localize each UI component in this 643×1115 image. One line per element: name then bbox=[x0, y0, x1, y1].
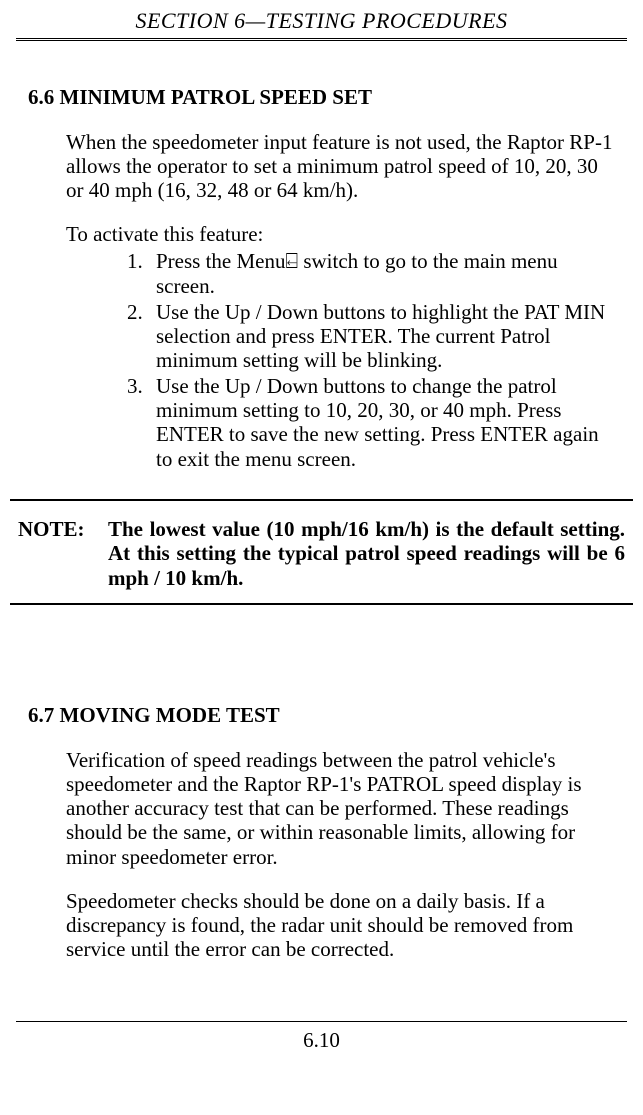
section-6-6-list-intro: To activate this feature: bbox=[66, 222, 615, 247]
step-item: Use the Up / Down buttons to change the … bbox=[148, 374, 615, 471]
note-block: NOTE: The lowest value (10 mph/16 km/h) … bbox=[10, 499, 633, 605]
section-6-7-para-1: Verification of speed readings between t… bbox=[66, 748, 615, 869]
section-6-6-para-1: When the speedometer input feature is no… bbox=[66, 130, 615, 202]
section-6-6-heading: 6.6 MINIMUM PATROL SPEED SET bbox=[28, 85, 615, 110]
page-footer: 6.10 bbox=[16, 1021, 627, 1065]
section-6-7-heading: 6.7 MOVING MODE TEST bbox=[28, 703, 615, 728]
page-content-2: 6.7 MOVING MODE TEST Verification of spe… bbox=[0, 605, 643, 961]
step-item: Use the Up / Down buttons to highlight t… bbox=[148, 300, 615, 372]
step-item: Press the Menu⍇ switch to go to the main… bbox=[148, 249, 615, 297]
page-content: 6.6 MINIMUM PATROL SPEED SET When the sp… bbox=[0, 85, 643, 471]
note-text: The lowest value (10 mph/16 km/h) is the… bbox=[108, 517, 625, 591]
note-label: NOTE: bbox=[18, 517, 108, 591]
section-6-7-para-2: Speedometer checks should be done on a d… bbox=[66, 889, 615, 961]
page-header: SECTION 6—TESTING PROCEDURES bbox=[16, 0, 627, 41]
page-number: 6.10 bbox=[303, 1028, 340, 1052]
section-6-6-steps: Press the Menu⍇ switch to go to the main… bbox=[28, 249, 615, 470]
